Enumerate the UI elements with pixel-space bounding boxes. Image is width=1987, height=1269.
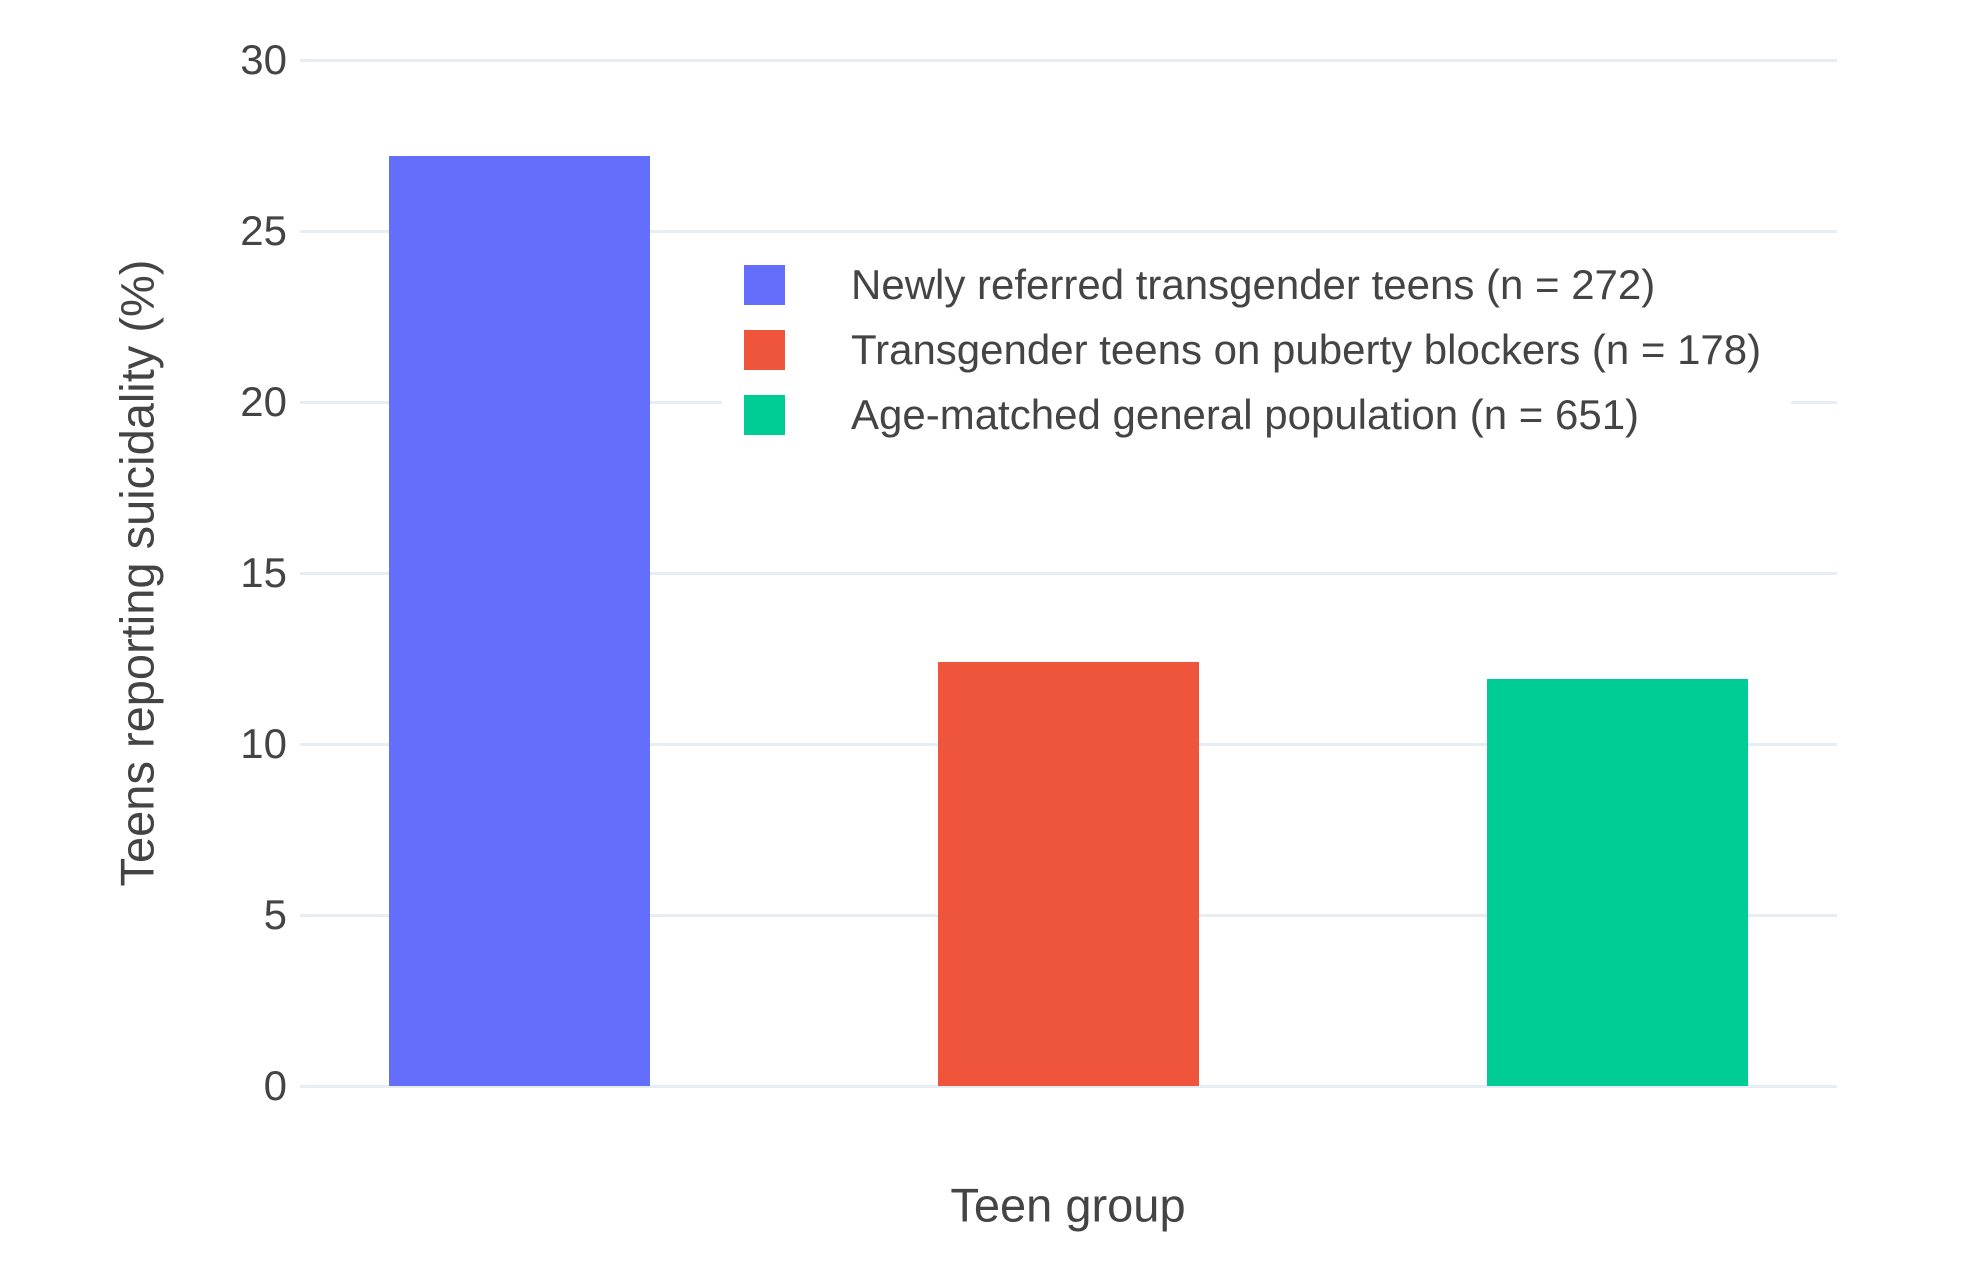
- legend-swatch: [744, 329, 785, 370]
- bar-1[interactable]: [389, 155, 650, 1086]
- x-axis-title: Teen group: [950, 1178, 1186, 1232]
- bar-3[interactable]: [1487, 679, 1748, 1086]
- legend-item-1[interactable]: Newly referred transgender teens (n = 27…: [722, 252, 1761, 317]
- gridline: [300, 229, 1837, 233]
- gridline: [300, 1084, 1837, 1088]
- y-tick-label: 5: [263, 891, 287, 938]
- gridline: [300, 58, 1837, 62]
- y-tick-label: 0: [263, 1062, 287, 1109]
- y-tick-label: 25: [240, 207, 287, 254]
- legend-label: Age-matched general population (n = 651): [851, 390, 1640, 438]
- y-tick-label: 10: [240, 720, 287, 767]
- gridline: [300, 571, 1837, 575]
- bar-2[interactable]: [938, 661, 1199, 1086]
- legend-swatch: [744, 264, 785, 305]
- y-tick-label: 30: [240, 36, 287, 83]
- y-tick-label: 15: [240, 549, 287, 596]
- legend-label: Transgender teens on puberty blockers (n…: [851, 325, 1762, 373]
- legend: Newly referred transgender teens (n = 27…: [722, 244, 1792, 455]
- legend-item-2[interactable]: Transgender teens on puberty blockers (n…: [722, 317, 1761, 382]
- y-tick-label: 20: [240, 378, 287, 425]
- legend-label: Newly referred transgender teens (n = 27…: [851, 260, 1656, 308]
- legend-item-3[interactable]: Age-matched general population (n = 651): [722, 382, 1761, 447]
- legend-swatch: [744, 394, 785, 435]
- y-axis-title: Teens reporting suicidality (%): [110, 259, 164, 887]
